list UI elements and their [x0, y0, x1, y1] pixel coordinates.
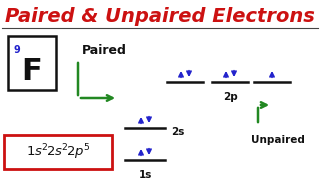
Text: Paired & Unpaired Electrons: Paired & Unpaired Electrons — [5, 6, 315, 26]
Text: F: F — [22, 57, 42, 87]
Text: 2p: 2p — [223, 92, 237, 102]
Text: $1s^2\!2s^2\!2p^5$: $1s^2\!2s^2\!2p^5$ — [26, 142, 90, 162]
Text: 1s: 1s — [138, 170, 152, 180]
Bar — [8, 36, 56, 90]
Text: Unpaired: Unpaired — [251, 135, 305, 145]
Bar — [4, 135, 112, 169]
Text: Paired: Paired — [82, 44, 127, 57]
Text: 9: 9 — [14, 45, 21, 55]
Text: 2s: 2s — [171, 127, 184, 137]
